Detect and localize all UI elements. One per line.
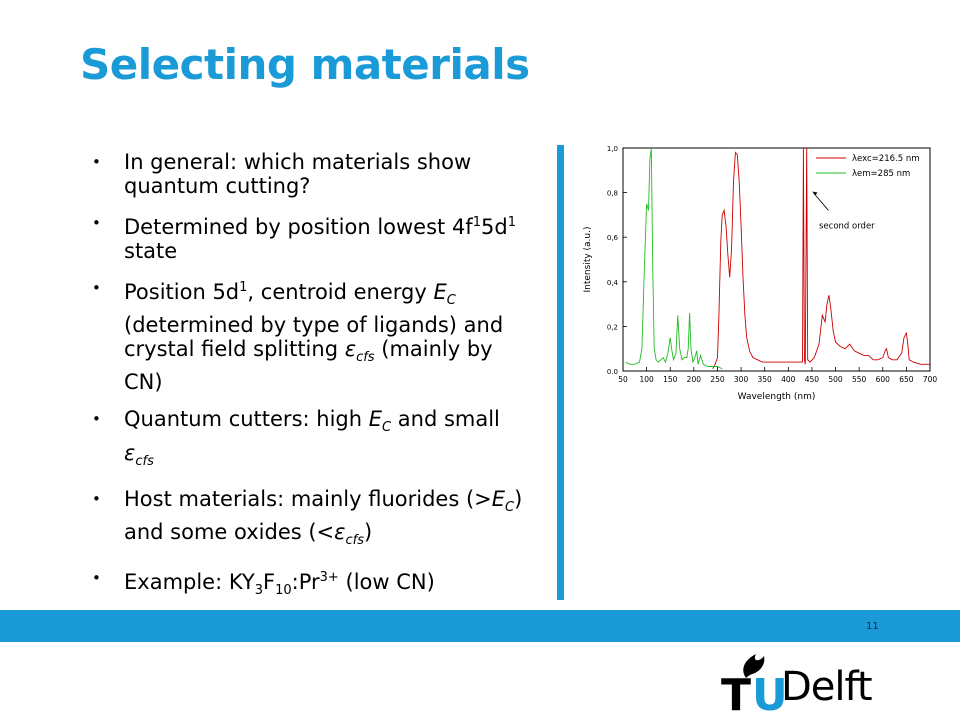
x-tick-label: 650	[899, 375, 914, 384]
annotation-label: second order	[819, 221, 875, 231]
flame-icon	[743, 654, 765, 678]
x-tick-label: 150	[663, 375, 678, 384]
vertical-divider	[557, 145, 564, 600]
y-tick-label: 0,8	[607, 190, 618, 198]
legend-label: λem=285 nm	[852, 169, 910, 179]
x-tick-label: 200	[687, 375, 702, 384]
bullet-item: Example: KY3F10:Pr3+ (low CN)	[92, 566, 532, 603]
x-tick-label: 700	[923, 375, 938, 384]
y-tick-label: 0,6	[607, 234, 619, 242]
bullet-item: In general: which materials show quantum…	[92, 150, 532, 198]
series-line-2	[625, 147, 723, 370]
legend-label: λexc=216.5 nm	[852, 154, 920, 164]
x-tick-label: 400	[781, 375, 796, 384]
x-tick-label: 450	[805, 375, 820, 384]
x-tick-label: 250	[710, 375, 725, 384]
logo-letter-t: T	[721, 670, 751, 712]
y-tick-label: 1,0	[607, 145, 618, 153]
logo-text: Delft	[781, 664, 873, 710]
series-line-1	[712, 147, 930, 370]
x-tick-label: 350	[758, 375, 773, 384]
x-tick-label: 300	[734, 375, 749, 384]
x-tick-label: 550	[852, 375, 867, 384]
bullet-list: In general: which materials show quantum…	[92, 150, 532, 616]
page-number: 11	[866, 621, 879, 632]
annotation-arrowhead	[812, 191, 818, 196]
y-tick-label: 0,4	[607, 279, 619, 287]
tu-delft-logo: T U	[721, 654, 788, 712]
bullet-item: Position 5d1, centroid energy EC (determ…	[92, 276, 532, 394]
slide-title: Selecting materials	[80, 40, 530, 89]
annotation-arrow	[813, 192, 829, 211]
bullet-item: Host materials: mainly fluorides (>EC) a…	[92, 487, 532, 553]
x-tick-label: 600	[876, 375, 891, 384]
y-axis-label: Intensity (a.u.)	[583, 227, 593, 293]
footer-bar	[0, 610, 960, 642]
logo-letter-u: U	[752, 670, 788, 712]
bullet-item: Quantum cutters: high EC and small εcfs	[92, 407, 532, 473]
spectrum-chart: 50 100 150 200 250 300 350 400 450 500 550 600 650 70…	[583, 145, 938, 402]
y-tick-label: 0,2	[607, 323, 618, 331]
plot-frame	[622, 147, 931, 372]
x-tick-label: 500	[828, 375, 843, 384]
bullet-item: Determined by position lowest 4f15d1 sta…	[92, 211, 532, 263]
y-tick-label: 0.0	[607, 368, 618, 376]
x-axis-label: Wavelength (nm)	[738, 392, 816, 402]
x-tick-label: 100	[639, 375, 654, 384]
x-tick-label: 50	[618, 375, 628, 384]
